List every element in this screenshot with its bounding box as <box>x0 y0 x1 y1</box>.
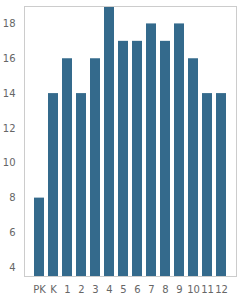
svg-text:9: 9 <box>176 284 182 295</box>
svg-text:14: 14 <box>3 88 16 99</box>
svg-text:11: 11 <box>201 284 214 295</box>
svg-text:10: 10 <box>3 157 16 168</box>
svg-text:8: 8 <box>162 284 168 295</box>
svg-text:12: 12 <box>3 123 16 134</box>
svg-text:6: 6 <box>134 284 140 295</box>
svg-text:4: 4 <box>106 284 112 295</box>
svg-text:6: 6 <box>9 227 15 238</box>
svg-text:7: 7 <box>148 284 154 295</box>
svg-text:2: 2 <box>78 284 84 295</box>
svg-text:10: 10 <box>187 284 200 295</box>
svg-text:12: 12 <box>215 284 228 295</box>
svg-text:4: 4 <box>9 262 15 273</box>
svg-text:3: 3 <box>92 284 98 295</box>
svg-text:PK: PK <box>33 284 46 295</box>
svg-text:K: K <box>50 284 57 295</box>
svg-text:5: 5 <box>120 284 126 295</box>
svg-text:16: 16 <box>3 53 16 64</box>
svg-text:1: 1 <box>64 284 70 295</box>
svg-text:18: 18 <box>3 18 16 29</box>
svg-text:8: 8 <box>9 192 15 203</box>
